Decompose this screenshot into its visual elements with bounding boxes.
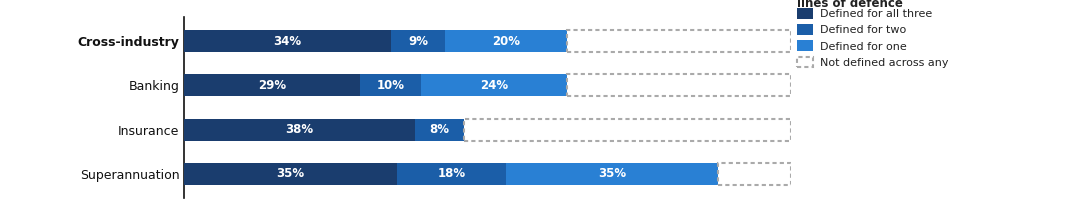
Bar — [567, 74, 791, 97]
Text: 24%: 24% — [480, 79, 508, 92]
Text: 8%: 8% — [429, 123, 449, 136]
Bar — [184, 30, 390, 52]
Legend: Defined for all three, Defined for two, Defined for one, Not defined across any: Defined for all three, Defined for two, … — [798, 8, 948, 68]
Text: 35%: 35% — [276, 167, 305, 180]
Bar — [719, 163, 791, 185]
Text: 34%: 34% — [273, 35, 301, 48]
Bar — [397, 163, 506, 185]
Bar — [415, 118, 464, 141]
Text: 10%: 10% — [376, 79, 404, 92]
Bar — [184, 163, 397, 185]
Bar — [360, 74, 421, 97]
Text: 20%: 20% — [492, 35, 520, 48]
Text: 38%: 38% — [285, 123, 313, 136]
Text: Coverage across the three
lines of defence: Coverage across the three lines of defen… — [798, 0, 973, 10]
Bar — [506, 163, 719, 185]
Bar — [464, 118, 791, 141]
Bar — [184, 118, 415, 141]
Bar — [184, 74, 360, 97]
Bar — [390, 30, 446, 52]
Text: 9%: 9% — [408, 35, 428, 48]
Text: 18%: 18% — [437, 167, 465, 180]
Text: 29%: 29% — [258, 79, 286, 92]
Bar — [421, 74, 567, 97]
Bar — [446, 30, 567, 52]
Text: 35%: 35% — [598, 167, 627, 180]
Bar — [567, 30, 791, 52]
